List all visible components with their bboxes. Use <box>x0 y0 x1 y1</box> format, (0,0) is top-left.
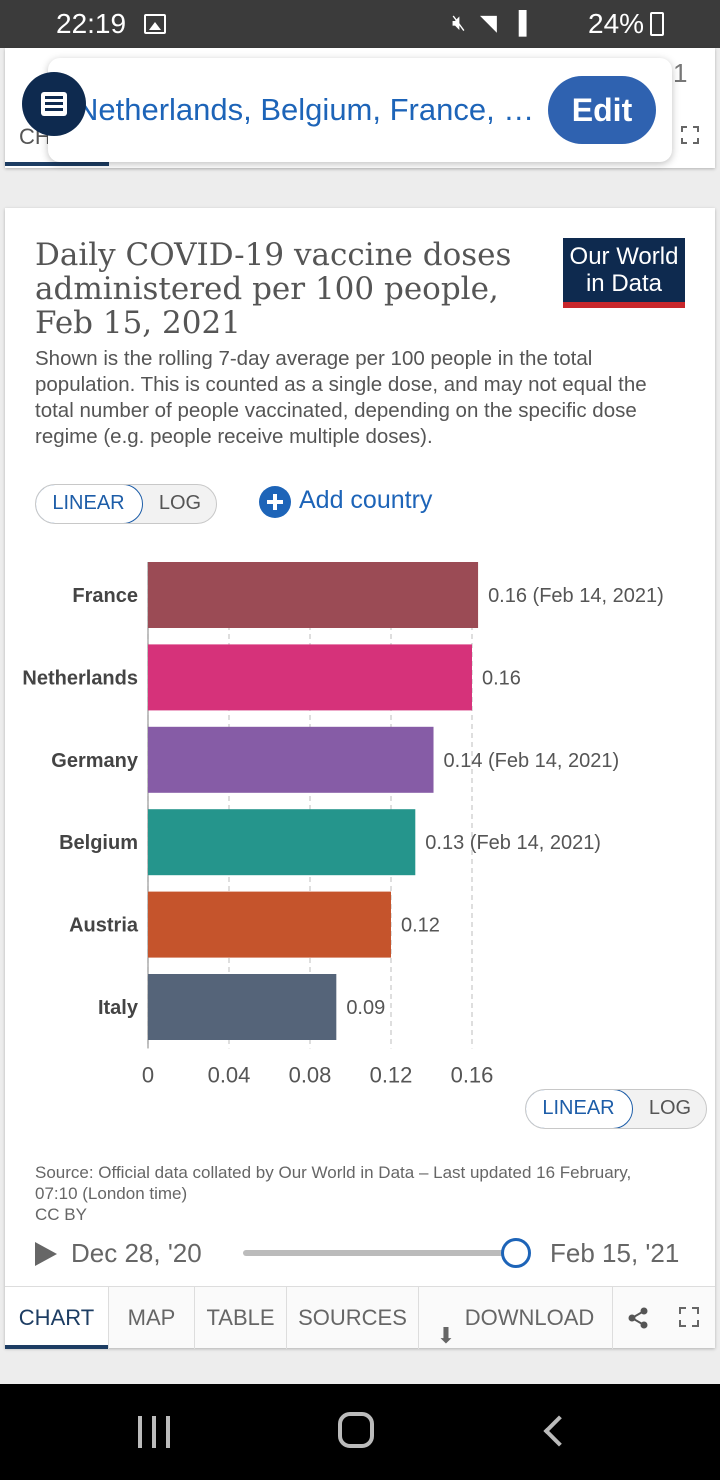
tab-download-label: DOWNLOAD <box>464 1305 595 1330</box>
status-time: 22:19 <box>56 8 127 39</box>
owid-logo[interactable]: Our World in Data <box>563 238 685 308</box>
x-tick-label: 0.08 <box>289 1062 332 1087</box>
category-label: Germany <box>51 750 139 772</box>
back-icon[interactable] <box>543 1415 575 1447</box>
tab-map[interactable]: MAP <box>109 1287 195 1349</box>
license-text[interactable]: CC BY <box>35 1205 87 1224</box>
fullscreen-icon[interactable] <box>681 126 699 144</box>
share-icon[interactable] <box>627 1307 649 1329</box>
x-tick-label: 0.04 <box>208 1062 251 1087</box>
play-icon[interactable] <box>35 1242 57 1266</box>
x-tick-label: 0.16 <box>451 1062 494 1087</box>
data-label: 0.16 <box>482 667 521 689</box>
partial-text: 1 <box>673 58 688 88</box>
home-icon[interactable] <box>338 1412 374 1448</box>
download-icon <box>437 1305 459 1367</box>
selected-countries[interactable]: Netherlands, Belgium, France, … <box>76 92 535 127</box>
status-icons: 🔇︎ ◥ ▐ <box>452 10 531 36</box>
linear-scale-button-bottom[interactable]: LINEAR <box>526 1090 633 1128</box>
logo-red-bar <box>563 302 685 308</box>
category-label: Italy <box>98 997 139 1019</box>
image-notification-icon <box>144 14 166 34</box>
chart-tabs: CHART MAP TABLE SOURCES DOWNLOAD <box>5 1286 715 1367</box>
log-scale-button[interactable]: LOG <box>158 492 202 514</box>
data-label: 0.09 <box>346 997 385 1019</box>
tab-table[interactable]: TABLE <box>195 1287 287 1349</box>
status-bar: 22:19 🔇︎ ◥ ▐ 24% <box>0 0 720 48</box>
battery-icon <box>650 12 664 36</box>
linear-scale-button[interactable]: LINEAR <box>36 485 143 523</box>
mute-icon: 🔇︎ <box>452 10 470 35</box>
chart-card: Daily COVID-19 vaccine doses administere… <box>5 208 715 1367</box>
bar <box>148 809 416 876</box>
timeline-track[interactable] <box>243 1250 517 1256</box>
timeline-end-date: Feb 15, '21 <box>550 1238 680 1268</box>
edit-countries-button[interactable]: Edit <box>548 76 656 144</box>
timeline-handle[interactable] <box>501 1238 531 1268</box>
add-country-label: Add country <box>299 486 433 514</box>
tab-sources[interactable]: SOURCES <box>287 1287 419 1349</box>
x-tick-label: 0.12 <box>370 1062 413 1087</box>
timeline-start-date: Dec 28, '20 <box>71 1238 202 1268</box>
bar <box>148 891 391 958</box>
chart-title: Daily COVID-19 vaccine doses administere… <box>35 237 512 341</box>
add-icon <box>259 486 291 518</box>
log-scale-button-bottom[interactable]: LOG <box>648 1097 692 1119</box>
category-label: Belgium <box>59 832 138 854</box>
active-tab-underline <box>5 162 109 166</box>
data-label: 0.12 <box>401 915 440 937</box>
bar <box>148 974 337 1040</box>
signal-icon: ▐ <box>511 10 531 35</box>
bar <box>148 726 434 793</box>
logo-line1: Our World <box>569 243 679 270</box>
battery-percent: 24% <box>588 8 645 39</box>
source-text[interactable]: Source: Official data collated by Our Wo… <box>35 1163 632 1203</box>
wifi-icon: ◥ <box>480 10 501 35</box>
bar <box>148 644 472 711</box>
x-tick-label: 0 <box>142 1062 154 1087</box>
category-label: Netherlands <box>22 667 138 689</box>
recent-apps-icon[interactable] <box>138 1416 174 1448</box>
data-label: 0.14 (Feb 14, 2021) <box>444 750 620 772</box>
logo-line2: in Data <box>585 270 663 297</box>
list-icon[interactable] <box>22 72 86 136</box>
category-label: France <box>72 585 138 607</box>
system-nav-bar <box>0 1384 720 1480</box>
scale-toggle-bottom[interactable]: LOG LINEAR <box>525 1089 707 1129</box>
data-label: 0.16 (Feb 14, 2021) <box>488 585 664 607</box>
scale-toggle-top[interactable]: LOG LINEAR <box>35 484 217 524</box>
fullscreen-icon-bottom[interactable] <box>679 1307 699 1327</box>
category-label: Austria <box>69 915 139 937</box>
tab-chart[interactable]: CHART <box>5 1287 109 1349</box>
data-label: 0.13 (Feb 14, 2021) <box>425 832 601 854</box>
chart-subtitle: Shown is the rolling 7-day average per 1… <box>35 347 647 448</box>
bar-chart: 0 0.04 0.08 0.12 0.16 France 0.16 (Feb 14, 202… <box>22 562 664 1087</box>
bar <box>148 562 479 628</box>
tab-download[interactable]: DOWNLOAD <box>419 1287 613 1367</box>
source-note: Source: Official data collated by Our Wo… <box>35 1162 655 1225</box>
timeline: Dec 28, '20 Feb 15, '21 <box>5 1228 715 1278</box>
